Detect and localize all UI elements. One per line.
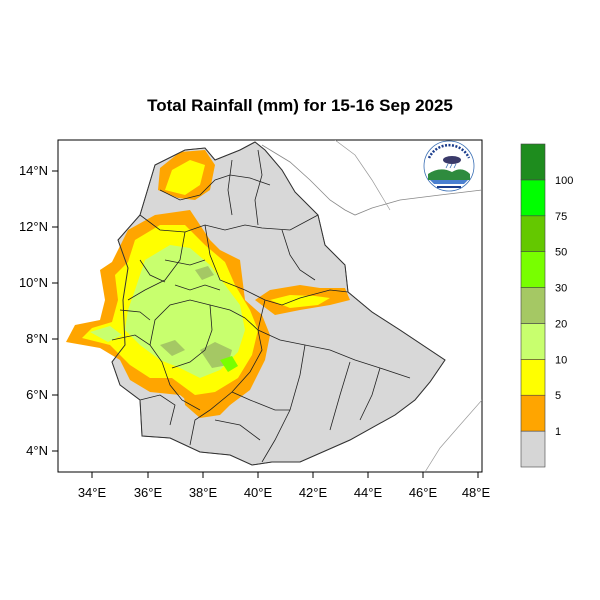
lon-label: 44°E bbox=[354, 485, 383, 500]
legend-label: 1 bbox=[555, 426, 561, 438]
legend-label: 75 bbox=[555, 211, 567, 223]
lat-label: 10°N bbox=[19, 275, 48, 290]
lon-label: 40°E bbox=[244, 485, 273, 500]
legend-label: 50 bbox=[555, 247, 567, 259]
neighbor-border bbox=[334, 140, 391, 211]
legend-swatch bbox=[520, 323, 546, 360]
lat-label: 4°N bbox=[26, 443, 48, 458]
legend: 1 5 10 20 30 50 75 100 bbox=[520, 143, 573, 468]
lon-label: 34°E bbox=[78, 485, 107, 500]
lon-label: 48°E bbox=[462, 485, 491, 500]
rainfall-shading bbox=[66, 150, 350, 418]
lon-label: 46°E bbox=[409, 485, 438, 500]
admin-boundaries bbox=[111, 149, 411, 463]
legend-label: 5 bbox=[555, 390, 561, 402]
legend-swatch bbox=[520, 143, 546, 181]
lat-label: 8°N bbox=[26, 331, 48, 346]
lat-label: 12°N bbox=[19, 219, 48, 234]
ethiopia-outline bbox=[111, 141, 446, 466]
lat-label: 14°N bbox=[19, 163, 48, 178]
legend-label: 10 bbox=[555, 354, 567, 366]
axis-ticks bbox=[52, 170, 479, 478]
legend-swatch bbox=[520, 430, 546, 468]
legend-swatch bbox=[520, 359, 546, 396]
legend-swatch bbox=[520, 251, 546, 288]
lon-label: 42°E bbox=[299, 485, 328, 500]
legend-swatch bbox=[520, 215, 546, 252]
lat-label: 6°N bbox=[26, 387, 48, 402]
neighbor-border bbox=[424, 399, 482, 472]
legend-label: 20 bbox=[555, 318, 567, 330]
legend-swatch bbox=[520, 394, 546, 432]
lat-labels: 14°N 12°N 10°N 8°N 6°N 4°N bbox=[19, 163, 48, 458]
legend-swatch bbox=[520, 179, 546, 217]
institute-logo bbox=[423, 140, 475, 192]
lon-label: 36°E bbox=[134, 485, 163, 500]
coastline bbox=[261, 144, 482, 216]
lon-label: 38°E bbox=[189, 485, 218, 500]
legend-swatch bbox=[520, 287, 546, 324]
legend-label: 30 bbox=[555, 283, 567, 295]
lon-labels: 34°E 36°E 38°E 40°E 42°E 44°E 46°E 48°E bbox=[78, 485, 491, 500]
map-title: Total Rainfall (mm) for 15-16 Sep 2025 bbox=[147, 96, 453, 115]
legend-label: 100 bbox=[555, 175, 573, 187]
